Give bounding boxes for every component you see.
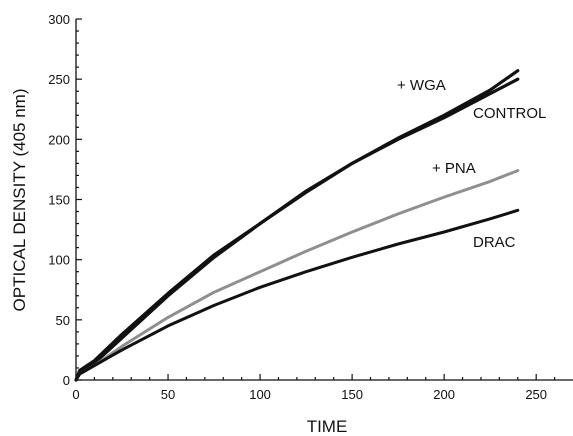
x-tick-label: 50 (161, 387, 175, 402)
series-group (74, 69, 520, 382)
label-wga: + WGA (397, 77, 446, 94)
y-tick-label: 50 (56, 313, 70, 328)
y-tick-label: 250 (48, 72, 70, 87)
series-line-drac (74, 208, 520, 382)
x-tick-label: 150 (341, 387, 363, 402)
x-tick-label: 100 (249, 387, 271, 402)
label-control: CONTROL (473, 105, 546, 122)
x-axis-title: TIME (307, 417, 348, 436)
axes: 0 50 100 150 200 250 0 50 100 150 200 250 300 (48, 12, 573, 402)
x-tick-label: 250 (525, 387, 547, 402)
y-tick-label: 300 (48, 12, 70, 27)
y-tick-label: 150 (48, 193, 70, 208)
series-line-control (74, 77, 520, 382)
x-tick-label: 0 (72, 387, 79, 402)
y-tick-label: 0 (63, 373, 70, 388)
label-pna: + PNA (432, 160, 476, 177)
x-tick-label: 200 (433, 387, 455, 402)
y-tick-label: 100 (48, 253, 70, 268)
label-drac: DRAC (473, 234, 516, 251)
series-labels: + WGA CONTROL + PNA DRAC (397, 77, 546, 251)
y-tick-label: 200 (48, 132, 70, 147)
y-axis-title: OPTICAL DENSITY (405 nm) (10, 89, 29, 312)
